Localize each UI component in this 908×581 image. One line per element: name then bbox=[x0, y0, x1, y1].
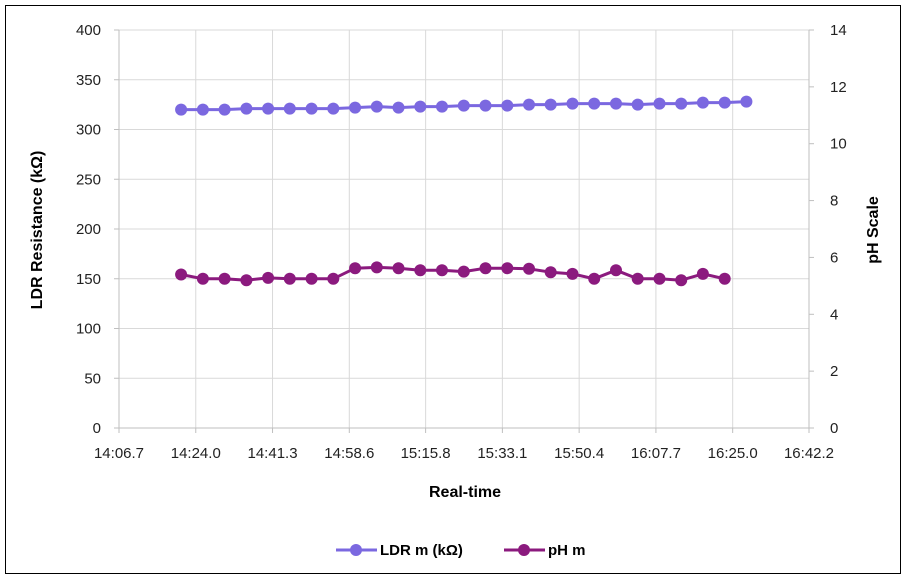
y2-tick-label: 10 bbox=[830, 136, 847, 153]
data-point-ph bbox=[653, 272, 666, 285]
data-point-ldr bbox=[349, 101, 362, 114]
data-point-ldr bbox=[457, 99, 470, 112]
data-point-ldr bbox=[175, 103, 188, 116]
data-point-ph bbox=[349, 262, 362, 275]
y2-tick-label: 14 bbox=[830, 22, 847, 39]
data-point-ph bbox=[544, 266, 557, 279]
data-point-ph bbox=[262, 271, 275, 284]
y-tick-label: 50 bbox=[84, 370, 101, 387]
data-point-ldr bbox=[370, 100, 383, 113]
legend-label-ldr: LDR m (kΩ) bbox=[380, 542, 463, 559]
y-tick-label: 200 bbox=[76, 221, 101, 238]
data-point-ldr bbox=[414, 100, 427, 113]
data-point-ldr bbox=[588, 97, 601, 110]
data-point-ph bbox=[175, 268, 188, 281]
y2-tick-label: 2 bbox=[830, 363, 838, 380]
y2-tick-label: 4 bbox=[830, 306, 838, 323]
data-point-ph bbox=[392, 262, 405, 275]
data-point-ph bbox=[457, 265, 470, 278]
data-point-ph bbox=[218, 272, 231, 285]
data-point-ldr bbox=[675, 97, 688, 110]
y2-axis-title: pH Scale bbox=[865, 196, 882, 264]
legend-marker-ph bbox=[518, 544, 530, 556]
x-tick-label: 15:33.1 bbox=[477, 445, 527, 462]
data-point-ph bbox=[523, 262, 535, 275]
data-point-ph bbox=[283, 272, 296, 285]
data-point-ldr bbox=[566, 97, 579, 110]
x-tick-label: 14:41.3 bbox=[248, 445, 298, 462]
data-point-ldr bbox=[392, 101, 405, 114]
x-tick-label: 16:42.2 bbox=[784, 445, 834, 462]
y2-tick-label: 12 bbox=[830, 79, 847, 96]
data-point-ldr bbox=[283, 102, 296, 115]
data-point-ldr bbox=[501, 99, 514, 112]
data-point-ldr bbox=[740, 95, 753, 108]
y-tick-label: 350 bbox=[76, 72, 101, 89]
data-point-ph bbox=[631, 272, 644, 285]
data-point-ldr bbox=[718, 96, 731, 109]
x-tick-label: 14:06.7 bbox=[94, 445, 144, 462]
data-point-ldr bbox=[196, 103, 209, 116]
data-point-ldr bbox=[544, 98, 557, 111]
x-axis-title: Real-time bbox=[429, 484, 501, 501]
data-point-ph bbox=[436, 264, 448, 277]
x-tick-label: 15:15.8 bbox=[401, 445, 451, 462]
y-tick-label: 0 bbox=[93, 420, 101, 437]
data-point-ldr bbox=[696, 96, 709, 109]
data-point-ph bbox=[718, 272, 731, 285]
legend-marker-ldr bbox=[350, 544, 362, 556]
y-tick-label: 100 bbox=[76, 321, 101, 338]
data-point-ph bbox=[610, 264, 622, 277]
y-tick-label: 400 bbox=[76, 22, 101, 39]
grid-lines bbox=[119, 29, 810, 428]
data-point-ph bbox=[414, 264, 427, 277]
y2-tick-label: 0 bbox=[830, 420, 838, 437]
x-tick-label: 15:50.4 bbox=[554, 445, 604, 462]
data-point-ldr bbox=[218, 103, 231, 116]
data-point-ph bbox=[240, 274, 253, 287]
data-point-ph bbox=[696, 267, 709, 280]
y2-tick-label: 6 bbox=[830, 249, 838, 266]
data-point-ph bbox=[501, 262, 514, 275]
data-point-ph bbox=[196, 272, 209, 285]
data-point-ph bbox=[566, 267, 579, 280]
data-point-ldr bbox=[240, 102, 253, 115]
x-tick-label: 14:24.0 bbox=[171, 445, 221, 462]
axes bbox=[114, 29, 814, 433]
data-point-ph bbox=[327, 272, 340, 285]
y-tick-label: 250 bbox=[76, 171, 101, 188]
data-point-ldr bbox=[327, 102, 340, 115]
y-tick-label: 150 bbox=[76, 271, 101, 288]
x-tick-label: 16:25.0 bbox=[708, 445, 758, 462]
data-point-ph bbox=[305, 272, 318, 285]
data-point-ldr bbox=[262, 102, 275, 115]
data-point-ph bbox=[370, 261, 383, 274]
data-point-ph bbox=[675, 274, 688, 287]
legend: LDR m (kΩ) pH m bbox=[336, 542, 586, 559]
data-point-ldr bbox=[523, 98, 535, 111]
data-point-ldr bbox=[631, 98, 644, 111]
y-axis-title: LDR Resistance (kΩ) bbox=[29, 151, 46, 310]
data-point-ldr bbox=[479, 99, 492, 112]
data-point-ldr bbox=[653, 97, 666, 110]
data-point-ldr bbox=[305, 102, 318, 115]
tick-labels: 0 50 100 150 200 250 300 350 400 0 2 4 6 8 10 12 14 14:06… bbox=[76, 22, 847, 462]
data-point-ph bbox=[588, 272, 601, 285]
data-series bbox=[175, 95, 753, 287]
x-tick-label: 14:58.6 bbox=[324, 445, 374, 462]
legend-label-ph: pH m bbox=[548, 542, 586, 559]
x-tick-label: 16:07.7 bbox=[631, 445, 681, 462]
data-point-ldr bbox=[436, 100, 448, 113]
data-point-ldr bbox=[610, 97, 622, 110]
y2-tick-label: 8 bbox=[830, 193, 838, 210]
data-point-ph bbox=[479, 262, 492, 275]
y-tick-label: 300 bbox=[76, 122, 101, 139]
